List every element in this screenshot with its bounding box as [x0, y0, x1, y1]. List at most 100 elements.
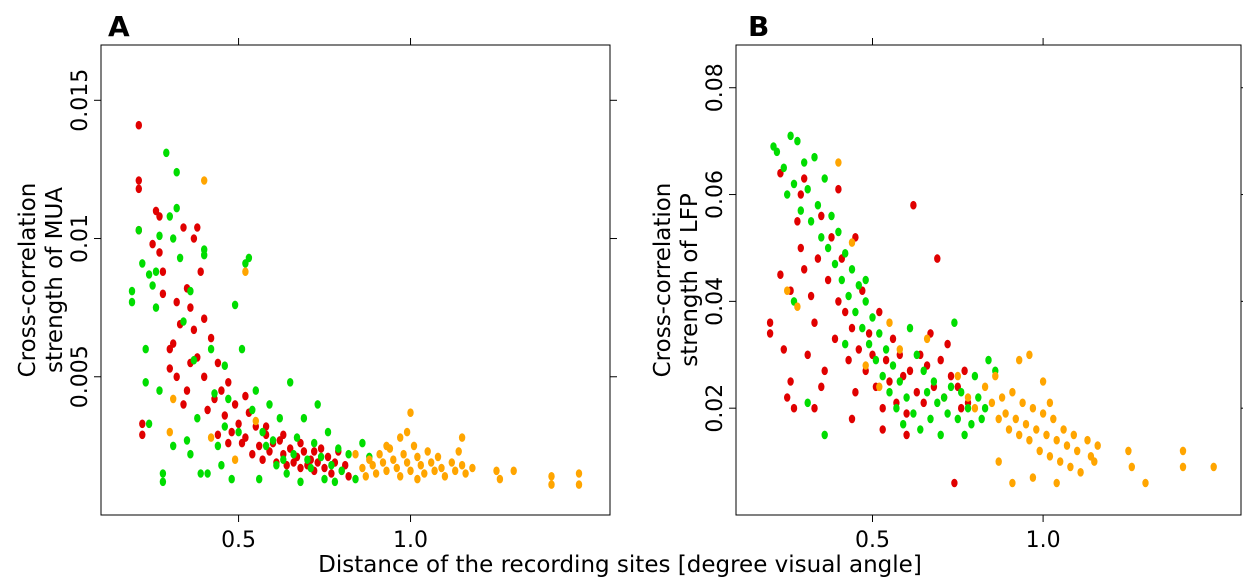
panel-a-point-orange — [575, 469, 583, 478]
panel-b-point-red — [835, 297, 842, 306]
panel-a-x-tick-label: 1.0 — [393, 528, 428, 553]
panel-a-point-orange — [201, 176, 208, 185]
panel-a-point-red — [204, 405, 211, 415]
panel-b-point-red — [845, 355, 852, 365]
panel-letter-a: A — [108, 10, 130, 43]
panel-a-point-green — [280, 455, 287, 465]
panel-a-point-red — [159, 267, 167, 277]
panel-a-point-green — [201, 245, 208, 254]
panel-b-point-red — [797, 243, 804, 253]
panel-a-point-orange — [462, 469, 469, 478]
panel-a-point-red — [328, 469, 335, 478]
panel-b-point-green — [794, 136, 801, 146]
panel-b-point-green — [828, 211, 835, 221]
panel-b-point-orange — [1053, 478, 1060, 488]
panel-a-point-orange — [575, 480, 583, 489]
panel-b-point-green — [882, 345, 890, 354]
panel-b-point-green — [804, 398, 811, 408]
panel-a-point-orange — [438, 463, 445, 473]
panel-b-point-orange — [1026, 350, 1033, 360]
panel-b-point-red — [780, 345, 787, 354]
panel-b-point-red — [886, 377, 893, 386]
panel-b-point-green — [848, 265, 856, 274]
panel-b-point-green — [903, 393, 910, 402]
panel-a-point-green — [231, 300, 239, 310]
panel-a-point-orange — [469, 463, 476, 473]
panel-a-point-green — [311, 438, 318, 448]
panel-b-point-green — [958, 387, 965, 397]
panel-b-point-red — [947, 371, 955, 381]
panel-b-point-green — [811, 152, 818, 162]
panel-b-point-orange — [1046, 398, 1054, 408]
panel-a-point-green — [170, 234, 177, 243]
panel-a-point-red — [221, 411, 228, 420]
panel-a-point-red — [166, 364, 173, 373]
panel-b-point-green — [937, 430, 944, 440]
panel-b: B 0.5 1.0 0.02 0.04 0.06 0.08 Cross-correlati… — [650, 10, 1243, 553]
panel-a-point-green — [297, 477, 304, 487]
panel-b-point-red — [889, 334, 897, 344]
panel-b-point-red — [814, 254, 822, 263]
panel-a-point-green — [352, 474, 359, 484]
panel-b-point-red — [766, 318, 774, 328]
panel-a-point-green — [221, 422, 228, 431]
panel-a-point-red — [256, 441, 263, 451]
panel-a-point-orange — [397, 472, 404, 481]
panel-b-point-green — [859, 323, 866, 333]
panel-b-point-green — [835, 227, 842, 237]
panel-a-point-orange — [403, 458, 411, 467]
panel-b-point-green — [780, 163, 787, 173]
panel-b-point-green — [934, 398, 941, 408]
panel-a-point-red — [190, 325, 198, 335]
panel-a-point-green — [135, 225, 142, 235]
panel-b-point-orange — [1022, 419, 1030, 429]
panel-b-point-orange — [923, 334, 931, 344]
panel-b-point-green — [951, 318, 958, 328]
panel-b-point-green — [807, 217, 815, 226]
panel-b-point-green — [910, 409, 917, 418]
panel-b-point-orange — [848, 238, 856, 247]
panel-b-point-orange — [988, 398, 996, 408]
panel-a-ylabel-line-1: Cross-correlation — [15, 183, 41, 378]
panel-a-point-green — [145, 270, 153, 279]
panel-b-point-orange — [1128, 462, 1136, 472]
panel-b-point-orange — [1019, 398, 1026, 408]
panel-a-point-orange — [369, 460, 376, 470]
panel-a-ticks: 0.5 1.0 0.005 0.01 0.015 — [68, 38, 617, 553]
panel-a-point-green — [307, 463, 314, 473]
panel-a-point-orange — [390, 455, 397, 465]
panel-a-point-green — [287, 378, 294, 387]
panel-a-point-red — [135, 120, 142, 130]
panel-a-point-green — [290, 449, 297, 459]
panel-b-point-green — [896, 377, 903, 386]
panel-b-point-orange — [1009, 478, 1016, 488]
panel-b-point-red — [944, 339, 951, 349]
panel-b-point-green — [889, 361, 897, 370]
panel-b-plot-frame — [735, 44, 1242, 516]
panel-b-point-green — [923, 387, 931, 397]
panel-a-point-green — [328, 460, 335, 470]
panel-b-point-orange — [1009, 387, 1016, 397]
panel-b-point-orange — [896, 345, 903, 354]
panel-b-point-green — [842, 249, 849, 258]
panel-b-point-orange — [1060, 425, 1067, 434]
panel-b-point-orange — [964, 393, 972, 402]
panel-a-point-green — [207, 344, 215, 354]
panel-a-point-green — [338, 466, 345, 476]
panel-a-point-green — [194, 413, 201, 423]
panel-b-point-orange — [971, 403, 979, 413]
panel-a-point-red — [180, 400, 187, 409]
panel-letter-b: B — [748, 10, 769, 43]
panel-b-point-orange — [886, 318, 893, 328]
panel-b-point-red — [811, 318, 818, 328]
panel-b-point-green — [913, 350, 920, 360]
panel-b-point-orange — [1012, 414, 1019, 424]
panel-b-point-orange — [1043, 430, 1050, 440]
panel-a-point-orange — [403, 427, 411, 437]
panel-a-point-orange — [410, 441, 418, 451]
panel-b-point-red — [831, 334, 839, 344]
panel-b-point-red — [879, 403, 886, 413]
panel-b-point-red — [879, 425, 886, 434]
panel-a-point-green — [214, 441, 222, 451]
panel-b-point-red — [807, 291, 815, 301]
